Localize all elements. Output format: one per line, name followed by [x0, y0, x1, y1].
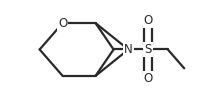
Text: O: O [144, 72, 153, 85]
Text: N: N [124, 43, 133, 56]
Text: S: S [144, 43, 152, 56]
Text: O: O [144, 14, 153, 27]
Text: O: O [58, 17, 67, 30]
